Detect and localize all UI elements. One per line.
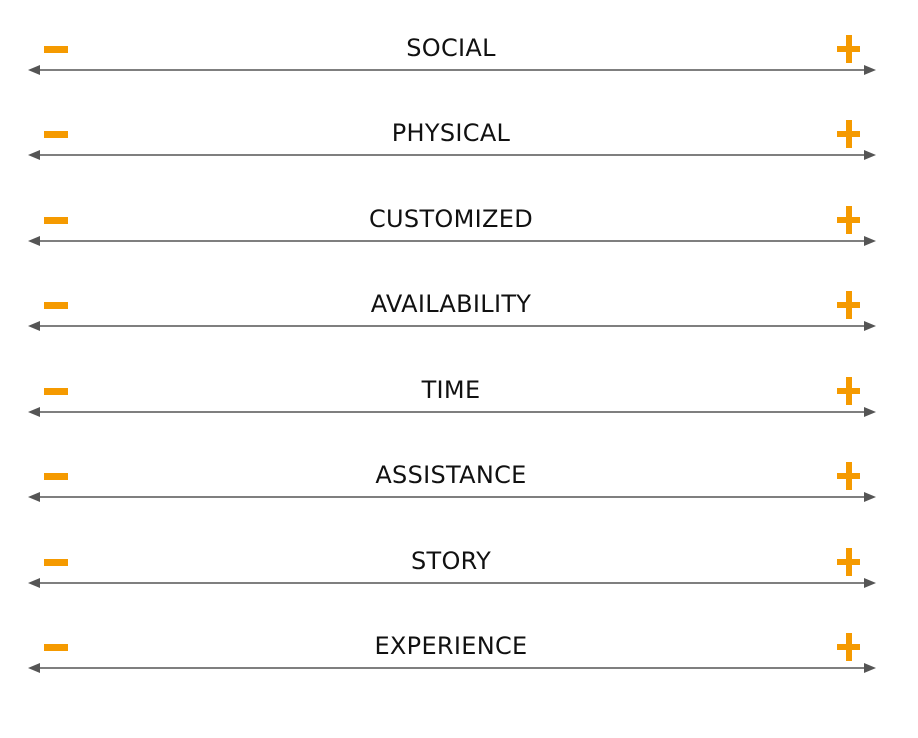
scale-label: PHYSICAL (391, 119, 511, 147)
plus-icon (837, 377, 860, 405)
scale-label: STORY (410, 547, 492, 575)
minus-icon (44, 388, 68, 395)
plus-icon (837, 206, 860, 234)
minus-icon (44, 559, 68, 566)
scale-row-time: TIME (0, 375, 918, 435)
plus-icon (837, 548, 860, 576)
minus-icon (44, 644, 68, 651)
double-arrow-icon (28, 578, 876, 588)
scale-label: TIME (421, 376, 481, 404)
scale-label: EXPERIENCE (374, 632, 528, 660)
plus-icon (837, 633, 860, 661)
minus-icon (44, 302, 68, 309)
minus-icon (44, 131, 68, 138)
plus-icon (837, 462, 860, 490)
scale-row-availability: AVAILABILITY (0, 289, 918, 349)
double-arrow-icon (28, 407, 876, 417)
plus-icon (837, 120, 860, 148)
double-arrow-icon (28, 492, 876, 502)
scale-row-physical: PHYSICAL (0, 118, 918, 178)
scale-row-social: SOCIAL (0, 33, 918, 93)
scale-row-assistance: ASSISTANCE (0, 460, 918, 520)
double-arrow-icon (28, 150, 876, 160)
scale-row-story: STORY (0, 546, 918, 606)
double-arrow-icon (28, 663, 876, 673)
double-arrow-icon (28, 65, 876, 75)
plus-icon (837, 35, 860, 63)
scale-label: CUSTOMIZED (369, 205, 533, 233)
double-arrow-icon (28, 236, 876, 246)
scale-row-customized: CUSTOMIZED (0, 204, 918, 264)
double-arrow-icon (28, 321, 876, 331)
minus-icon (44, 217, 68, 224)
scale-label: AVAILABILITY (370, 290, 532, 318)
scale-label: SOCIAL (406, 34, 496, 62)
scale-label: ASSISTANCE (375, 461, 527, 489)
minus-icon (44, 46, 68, 53)
plus-icon (837, 291, 860, 319)
minus-icon (44, 473, 68, 480)
scale-row-experience: EXPERIENCE (0, 631, 918, 691)
